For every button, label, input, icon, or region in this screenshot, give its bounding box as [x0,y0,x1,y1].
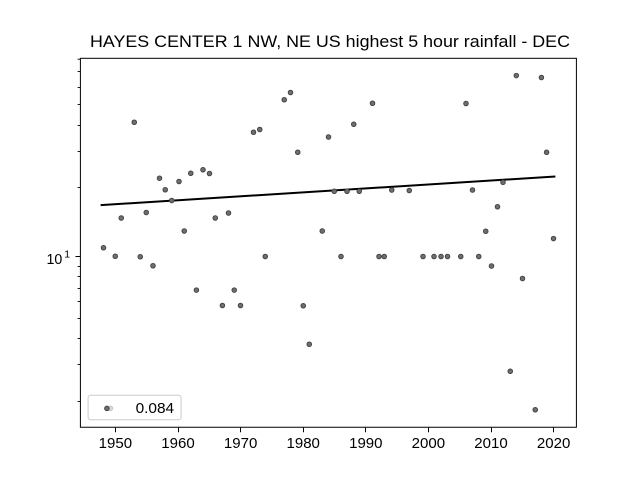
svg-text:1980: 1980 [287,436,320,452]
svg-text:1: 1 [64,249,70,261]
svg-text:2020: 2020 [537,436,570,452]
svg-text:1990: 1990 [349,436,382,452]
svg-text:1960: 1960 [161,436,194,452]
svg-text:1970: 1970 [224,436,257,452]
svg-text:2010: 2010 [474,436,507,452]
svg-text:10: 10 [47,252,63,268]
svg-text:0.084: 0.084 [136,400,175,417]
svg-text:HAYES CENTER 1 NW, NE US highe: HAYES CENTER 1 NW, NE US highest 5 hour … [90,32,570,51]
svg-text:1950: 1950 [99,436,132,452]
svg-text:2000: 2000 [412,436,445,452]
